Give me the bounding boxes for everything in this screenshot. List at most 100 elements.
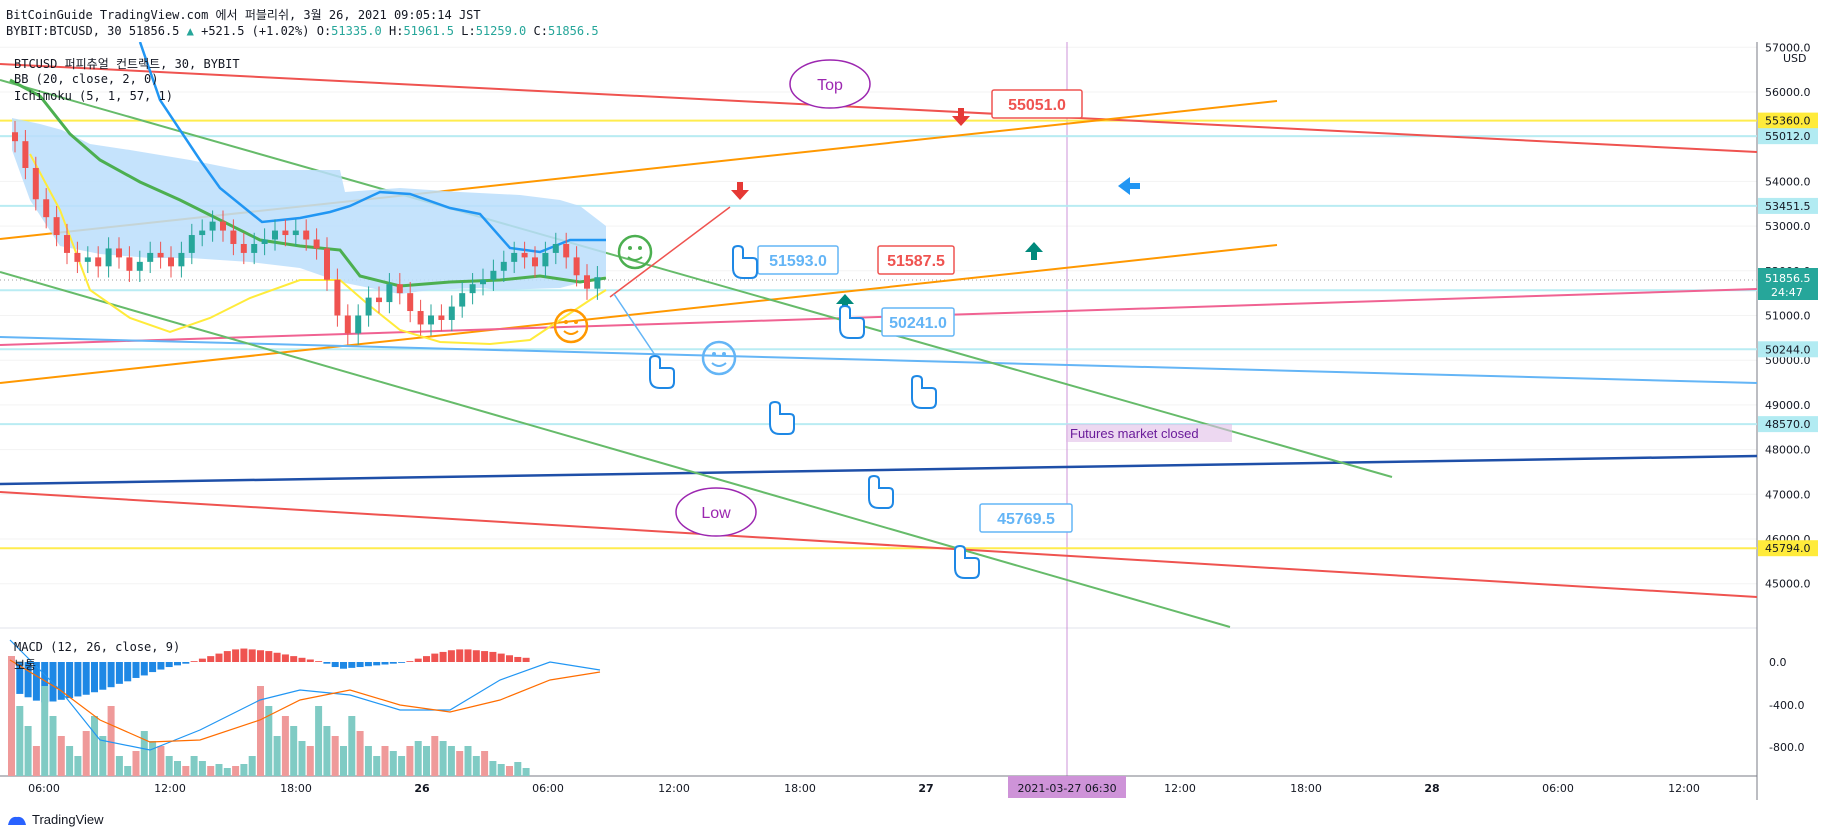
trendline-green-upper: [0, 79, 1393, 478]
macd-histogram-bar: [107, 662, 115, 688]
volume-bar: [165, 756, 173, 776]
macd-histogram-bar: [273, 652, 281, 662]
face-eye: [564, 320, 568, 324]
open-value: 51335.0: [331, 24, 382, 38]
currency-label: USD: [1783, 52, 1807, 65]
volume-bar: [506, 766, 513, 776]
countdown-label: 24:47: [1771, 286, 1803, 299]
bubble-shape: [789, 59, 871, 109]
macd-histogram-bar: [431, 653, 439, 662]
candle-body: [532, 257, 538, 267]
macd-histogram-bar: [340, 662, 347, 669]
macd-histogram-bar: [207, 656, 215, 662]
top-bubble: Top: [789, 59, 871, 109]
volume-bar: [464, 746, 472, 776]
candle-body: [74, 252, 81, 262]
price-chart[interactable]: Top Low 55051.0 51593.0 51587.5 50241.0 45769.…: [0, 42, 1828, 812]
hand-shape: [868, 474, 894, 509]
ohlc-bar: BYBIT:BTCUSD, 30 51856.5 ▲ +521.5 (+1.02…: [6, 24, 599, 38]
candle-body: [199, 230, 206, 236]
volume-bar: [431, 736, 439, 776]
candle-body: [209, 221, 216, 231]
volume-bar: [57, 736, 65, 776]
macd-histogram-bar: [464, 649, 472, 662]
macd-histogram-bar: [174, 662, 181, 666]
macd-histogram-bar: [223, 651, 231, 662]
candle-body: [230, 230, 237, 244]
volume-bar: [174, 761, 181, 776]
volume-bar: [381, 746, 389, 776]
callout-50241: 50241.0: [881, 307, 955, 337]
footer-brand[interactable]: TradingView: [6, 812, 104, 827]
open-label: O:: [316, 24, 332, 38]
macd-histogram-bar: [398, 662, 406, 663]
candle-body: [116, 248, 122, 258]
signal-line: [9, 659, 601, 743]
price-label: 55012.0: [1765, 130, 1811, 143]
macd-histogram-bar: [115, 662, 123, 684]
volume-bar: [207, 766, 215, 776]
callout-text: 50241.0: [889, 315, 947, 332]
macd-histogram-bar: [66, 662, 74, 699]
candle-body: [240, 243, 247, 253]
macd-histogram-bar: [281, 654, 289, 662]
volume-bar: [190, 756, 198, 776]
candle-body: [428, 315, 434, 325]
candle-body: [168, 257, 174, 267]
price-label: 53451.5: [1765, 200, 1811, 213]
volume-bar: [215, 764, 223, 776]
time-tick: 06:00: [532, 782, 564, 795]
callout-51587: 51587.5: [877, 245, 955, 275]
callout-55051: 55051.0: [991, 89, 1083, 119]
volume-bar: [414, 741, 422, 776]
candle-body: [552, 243, 559, 253]
candle-body: [396, 284, 403, 294]
volume-bar: [331, 736, 339, 776]
candle-body: [157, 252, 164, 258]
publish-info: BitCoinGuide TradingView.com 에서 퍼블리쉬, 3월…: [6, 8, 481, 22]
macd-histogram-bar: [157, 662, 165, 670]
candle-body: [261, 239, 268, 244]
pointer-hand-icon: [769, 400, 795, 435]
volume-bar: [132, 751, 140, 776]
tradingview-logo-icon: [8, 816, 26, 825]
price-label: 55360.0: [1765, 115, 1811, 128]
volume-bar: [497, 764, 505, 776]
last-price-label-bg: [1758, 268, 1818, 300]
candle-body: [573, 257, 580, 276]
volume-bar: [232, 766, 240, 776]
volume-bar: [481, 751, 489, 776]
time-tick: 18:00: [280, 782, 312, 795]
annotations-layer: Top Low 55051.0 51593.0 51587.5 50241.0 45769.…: [553, 59, 1232, 579]
face-mouth: [627, 256, 643, 261]
hand-shape: [839, 304, 865, 339]
low-label: L:: [461, 24, 476, 38]
price-label: 50244.0: [1765, 343, 1811, 356]
macd-histogram-bar: [91, 662, 98, 693]
candle-body: [303, 230, 310, 240]
candle-body: [251, 243, 258, 253]
volume-bar: [265, 706, 273, 776]
macd-histogram-bar: [16, 662, 24, 694]
pointer-hand-icon: [732, 244, 758, 279]
candle-body: [407, 293, 414, 312]
volume-bar: [406, 746, 414, 776]
face-eye: [722, 352, 726, 356]
volume-bar: [32, 746, 40, 776]
volume-bar: [140, 731, 148, 776]
macd-histogram-bar: [257, 650, 264, 662]
legend-macd: MACD (12, 26, close, 9): [14, 640, 181, 654]
candle-body: [324, 248, 330, 280]
smiley-orange-icon: [553, 308, 589, 344]
volume-bar: [107, 706, 115, 776]
volume-bar: [315, 706, 323, 776]
arrow-up-green-icon: [1025, 242, 1043, 260]
trendline-navy: [0, 454, 1758, 486]
volume-bar: [364, 746, 372, 776]
price-tick: 48000.0: [1765, 444, 1811, 457]
volume-bar: [149, 741, 157, 776]
hand-shape: [649, 354, 675, 389]
callout-text: 45769.5: [997, 511, 1055, 528]
candle-body: [334, 279, 341, 316]
macd-histogram-bar: [506, 655, 513, 662]
